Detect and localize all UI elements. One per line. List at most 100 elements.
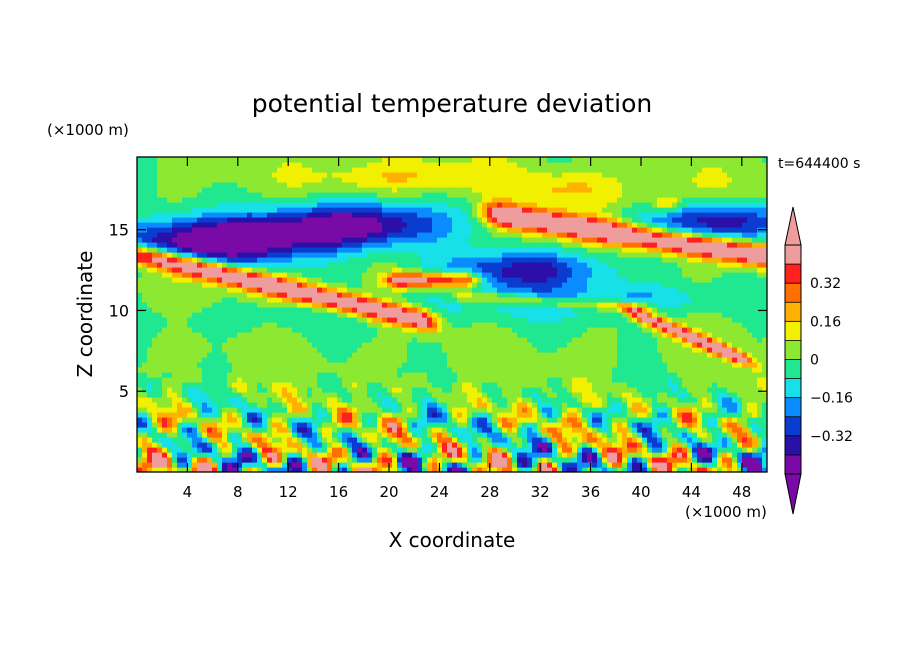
- field-cell: [357, 332, 363, 338]
- field-cell: [347, 367, 353, 373]
- field-cell: [322, 427, 328, 433]
- field-cell: [647, 347, 653, 353]
- field-cell: [592, 282, 598, 288]
- field-cell: [337, 297, 343, 303]
- field-cell: [627, 277, 633, 283]
- field-cell: [352, 287, 358, 293]
- field-cell: [742, 412, 748, 418]
- field-cell: [612, 447, 618, 453]
- field-cell: [462, 402, 468, 408]
- field-cell: [272, 382, 278, 388]
- field-cell: [152, 367, 158, 373]
- field-cell: [607, 342, 613, 348]
- field-cell: [512, 467, 518, 472]
- field-cell: [292, 362, 298, 368]
- field-cell: [142, 417, 148, 423]
- field-cell: [327, 292, 333, 298]
- field-cell: [622, 427, 628, 433]
- field-cell: [707, 402, 713, 408]
- field-cell: [692, 377, 698, 383]
- field-cell: [452, 397, 458, 403]
- field-cell: [727, 457, 733, 463]
- field-cell: [652, 302, 658, 308]
- field-cell: [292, 312, 298, 318]
- field-cell: [222, 412, 228, 418]
- field-cell: [237, 282, 243, 288]
- field-cell: [752, 397, 758, 403]
- field-cell: [617, 362, 623, 368]
- field-cell: [147, 437, 153, 443]
- field-cell: [547, 442, 553, 448]
- field-cell: [752, 427, 758, 433]
- field-cell: [547, 407, 553, 413]
- field-cell: [752, 462, 758, 468]
- field-cell: [612, 307, 618, 313]
- field-cell: [617, 302, 623, 308]
- field-cell: [762, 362, 767, 368]
- field-cell: [447, 347, 453, 353]
- field-cell: [357, 447, 363, 453]
- field-cell: [727, 352, 733, 358]
- field-cell: [332, 372, 338, 378]
- field-cell: [397, 322, 403, 328]
- field-cell: [612, 362, 618, 368]
- field-cell: [417, 327, 423, 333]
- field-cell: [537, 287, 543, 293]
- field-cell: [552, 307, 558, 313]
- field-cell: [382, 392, 388, 398]
- field-cell: [277, 332, 283, 338]
- field-cell: [572, 362, 578, 368]
- field-cell: [227, 407, 233, 413]
- field-cell: [737, 452, 743, 458]
- field-cell: [517, 282, 523, 288]
- field-cell: [547, 412, 553, 418]
- field-cell: [462, 302, 468, 308]
- field-cell: [722, 377, 728, 383]
- field-cell: [252, 407, 258, 413]
- field-cell: [532, 462, 538, 468]
- field-cell: [142, 342, 148, 348]
- field-cell: [492, 272, 498, 278]
- field-cell: [352, 462, 358, 468]
- field-cell: [262, 447, 268, 453]
- field-cell: [312, 327, 318, 333]
- field-cell: [462, 417, 468, 423]
- field-cell: [422, 357, 428, 363]
- field-cell: [507, 437, 513, 443]
- field-cell: [597, 397, 603, 403]
- field-cell: [197, 277, 203, 283]
- field-cell: [557, 362, 563, 368]
- field-cell: [287, 402, 293, 408]
- field-cell: [222, 302, 228, 308]
- field-cell: [232, 372, 238, 378]
- field-cell: [167, 462, 173, 468]
- field-cell: [712, 462, 718, 468]
- field-cell: [562, 467, 568, 472]
- field-cell: [287, 352, 293, 358]
- field-cell: [687, 442, 693, 448]
- field-cell: [722, 432, 728, 438]
- field-cell: [612, 457, 618, 463]
- field-cell: [262, 332, 268, 338]
- field-cell: [507, 357, 513, 363]
- field-cell: [177, 442, 183, 448]
- field-cell: [317, 307, 323, 313]
- field-cell: [412, 382, 418, 388]
- field-cell: [297, 277, 303, 283]
- field-cell: [157, 467, 163, 472]
- field-cell: [477, 437, 483, 443]
- field-cell: [652, 357, 658, 363]
- field-cell: [217, 297, 223, 303]
- field-cell: [442, 447, 448, 453]
- field-cell: [187, 452, 193, 458]
- field-cell: [542, 367, 548, 373]
- field-cell: [252, 352, 258, 358]
- field-cell: [227, 357, 233, 363]
- field-cell: [507, 317, 513, 323]
- field-cell: [192, 357, 198, 363]
- field-cell: [442, 287, 448, 293]
- field-cell: [172, 442, 178, 448]
- field-cell: [602, 417, 608, 423]
- field-cell: [547, 277, 553, 283]
- field-cell: [257, 447, 263, 453]
